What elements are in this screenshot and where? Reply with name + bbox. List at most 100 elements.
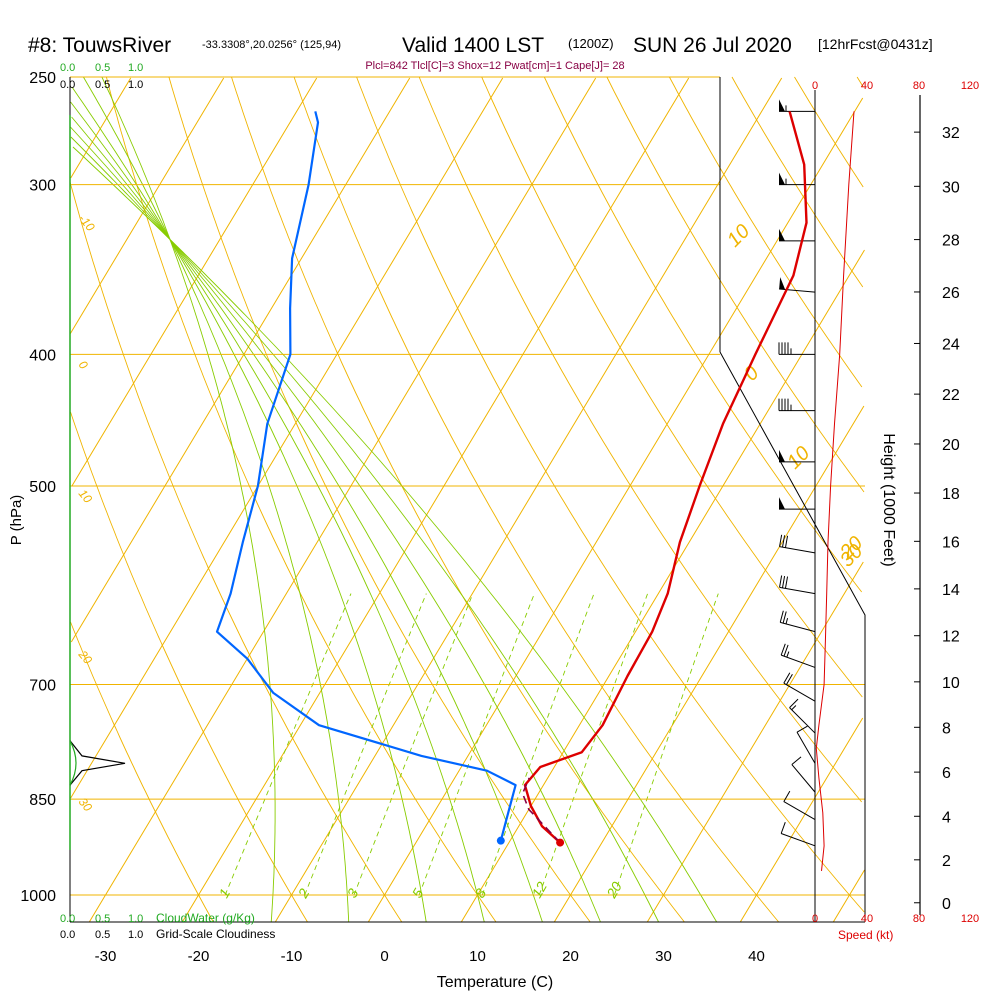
wind-barb-feather [782,535,786,548]
dry-adiabat-line [543,76,863,593]
parcel-line [521,777,561,844]
stability-indices: Plcl=842 Tlcl[C]=3 Shox=12 Pwat[cm]=1 Ca… [365,60,624,72]
mixing-ratio-label: 8 [472,886,490,901]
wind-barb-feather [789,698,799,708]
height-tick-label: 8 [942,720,951,737]
wind-barb-staff [791,764,816,793]
wind-barbs [778,99,816,847]
wind-barb-pennant [779,99,785,112]
cloudiness-tick-top-2: 1.0 [128,79,143,91]
wind-barb-staff [779,586,816,595]
wind-barb-feather [779,575,783,588]
wind-barb-feather [783,790,791,802]
dry-adiabat-line [105,76,497,923]
site-coords: -33.3308°,20.0256° (125,94) [202,39,341,51]
mixing-ratio-line [418,593,535,896]
cloudwater-tick-top-1: 0.5 [95,62,110,74]
wind-barb [796,725,816,764]
dry-adiabat-line [731,76,864,288]
mixing-ratio-lines [224,593,719,896]
wind-barb-staff [783,801,816,821]
height-tick-label: 26 [942,285,960,302]
mixing-ratio-line [224,593,352,896]
wind-barb-pennant [779,277,786,290]
pressure-tick-label: 850 [29,792,56,809]
cloudiness-tick-top-1: 0.5 [95,79,110,91]
isotherm-line [367,97,864,923]
cloudiness-tick-bottom-1: 0.5 [95,929,110,941]
cloudwater-profile-line [69,740,77,786]
isotherm-line [70,77,411,643]
height-tick-label: 16 [942,534,960,551]
speed-tick-bottom-1: 40 [861,913,873,925]
dewpoint-line [215,111,517,841]
wind-barb-feather [784,535,789,548]
forecast-info: [12hrFcst@0431z] [818,36,933,52]
mixing-ratio-label: 3 [344,886,362,901]
speed-tick-top-2: 80 [913,80,925,92]
x-tick-labels: -30 -20 -10 0 10 20 30 40 [95,948,765,965]
cloudiness-tick-top-0: 0.0 [60,79,75,91]
pressure-tick-label: 300 [29,178,56,195]
isotherm-line [739,717,864,923]
x-tick-label: 10 [469,948,486,965]
speed-tick-bottom-3: 120 [961,913,979,925]
wind-barb-staff [781,833,816,847]
mixing-ratio-label: 2 [294,886,312,902]
height-axis-title: Height (1000 Feet) [880,433,897,566]
wind-barb-feather [783,672,791,684]
cloudwater-tick-top-2: 1.0 [128,62,143,74]
wind-barb [783,790,816,821]
surface-dewpoint-dot [496,836,505,845]
wind-barb-feather [784,576,789,589]
mixing-ratio-line [538,593,649,896]
height-tick-label: 10 [942,675,960,692]
pressure-tick-label: 700 [29,678,56,695]
isotherm-line [181,77,690,923]
site-name: #8: TouwsRiver [28,34,171,57]
upper-dry-label: 10 [723,220,754,251]
wind-barb [779,172,815,186]
surface-temperature-dot [556,838,565,847]
isotherm-line [88,77,597,923]
sounding-series [215,111,808,847]
mixing-ratio-line [304,593,427,896]
height-tick-label: 28 [942,233,960,250]
mixing-ratio-label: 1 [215,886,233,901]
wind-barb [779,610,816,633]
wind-barb-staff [789,707,816,734]
speed-tick-bottom-2: 80 [913,913,925,925]
pressure-tick-label: 1000 [20,888,56,905]
upper-dry-label: 10 [783,442,814,473]
dry-adiabat-line [70,411,308,923]
wind-barb-feather [783,644,789,657]
cloudwater-tick-top-0: 0.0 [60,62,75,74]
isotherm-lines [69,77,865,923]
wind-barb [779,99,815,112]
wind-barb [779,497,815,510]
y-axis-title: P (hPa) [8,495,25,546]
moist-adiabat-line [72,146,718,923]
height-tick-label: 2 [942,853,951,870]
wind-barb [779,575,816,595]
dry-adiabat-line [356,76,865,913]
moist-adiabat-line [101,76,276,923]
wind-barb-half-feather [785,617,789,625]
mixing-ratio-label: 5 [409,886,427,901]
valid-date: SUN 26 Jul 2020 [633,34,792,57]
dry-adiabat-line [606,76,865,493]
isotherm-line [70,77,132,179]
height-tick-label: 20 [942,437,960,454]
cloud-profile [69,740,126,786]
cloudwater-label: CloudWater (g/Kg) [156,911,255,925]
isotherm-line [553,405,865,923]
dry-adiabat-lines [69,76,865,923]
cloudwater-tick-bottom-0: 0.0 [60,913,75,925]
height-tick-label: 22 [942,387,960,404]
height-tick-label: 24 [942,336,960,353]
dry-adiabat-label: 10 [76,487,96,506]
mixing-ratio-label: 12 [528,879,550,901]
